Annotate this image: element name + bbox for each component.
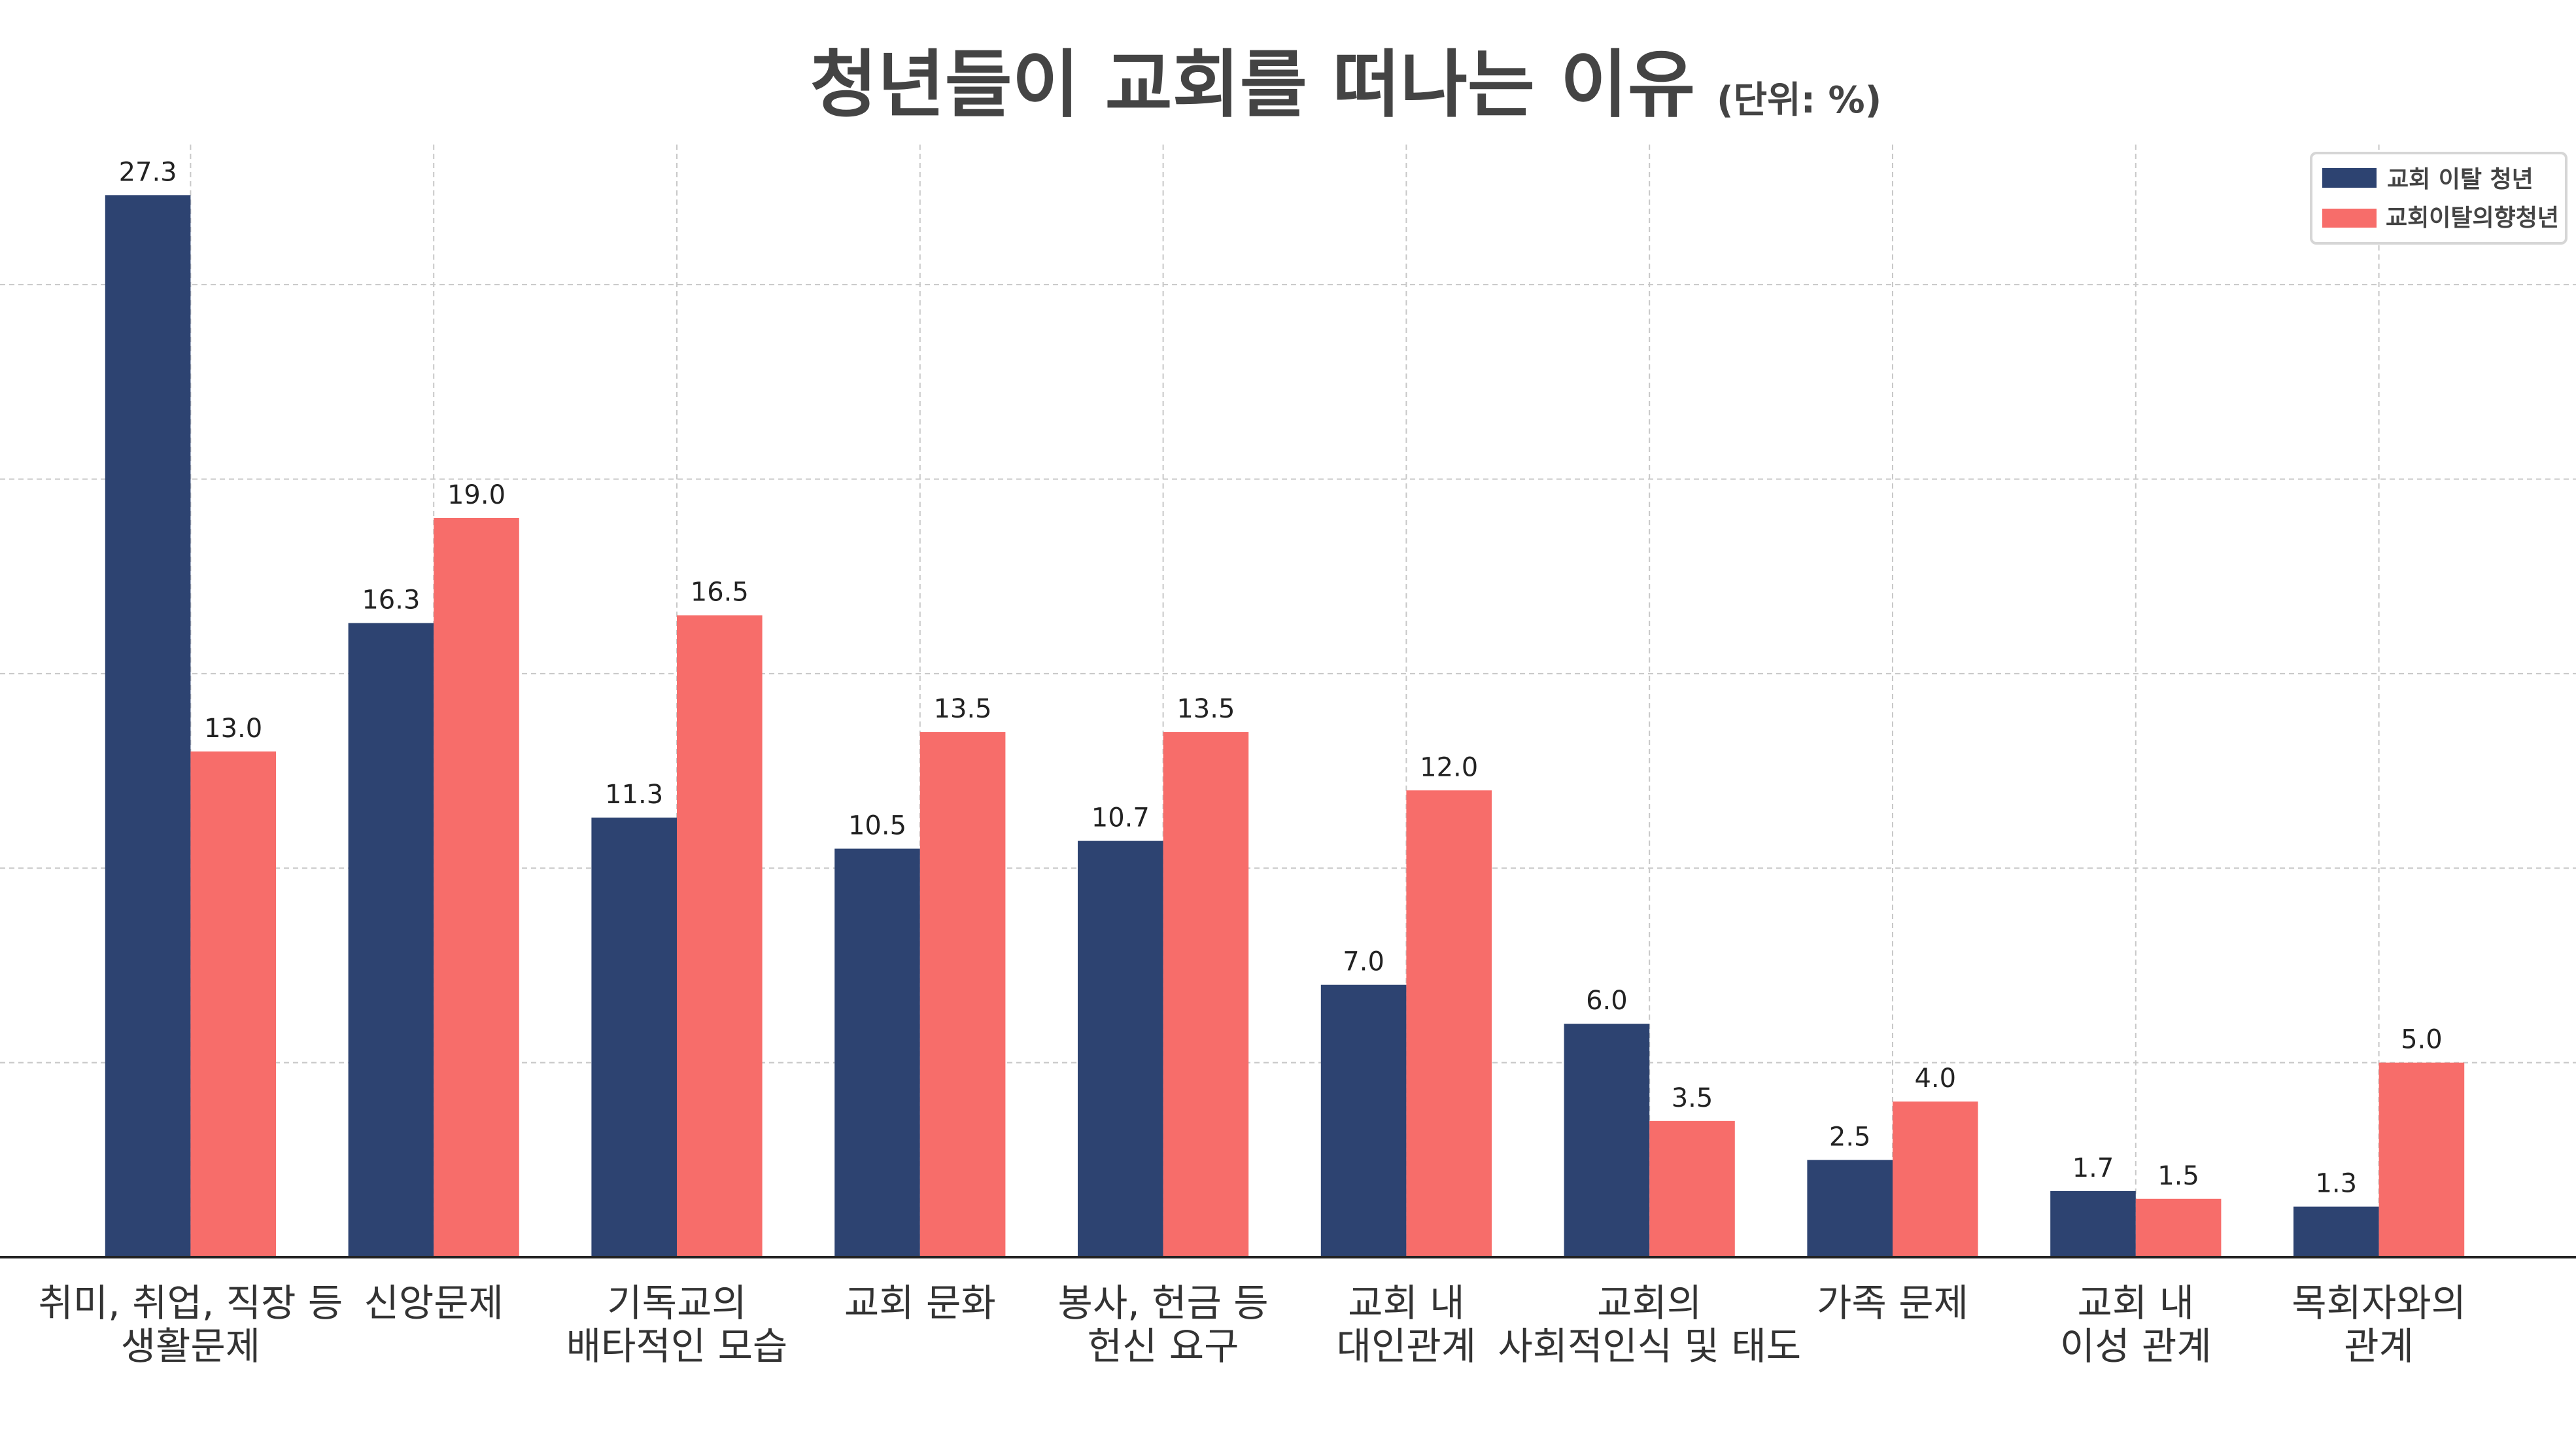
chart-subtitle: (단위: %) bbox=[1717, 79, 1881, 122]
bars bbox=[105, 195, 2465, 1258]
bar-right-series bbox=[434, 517, 519, 1257]
value-label: 3.5 bbox=[1672, 1083, 1713, 1113]
value-label: 11.3 bbox=[605, 780, 663, 810]
bar-left-series bbox=[1320, 984, 1407, 1257]
bar-left-series bbox=[2293, 1206, 2379, 1257]
legend-label-series-2: 교회이탈의향청년 bbox=[2386, 205, 2559, 232]
category-label: 기독교의 배타적인 모습 bbox=[566, 1281, 788, 1368]
bar-right-series bbox=[677, 615, 763, 1257]
bar-left-series bbox=[2050, 1190, 2136, 1257]
bar-left-series bbox=[105, 195, 191, 1258]
bar-right-series bbox=[1406, 790, 1492, 1257]
bar-left-series bbox=[1807, 1160, 1893, 1257]
category-label: 교회 내 대인관계 bbox=[1337, 1281, 1476, 1368]
legend-label-series-1: 교회 이탈 청년 bbox=[2387, 166, 2533, 193]
value-label: 13.5 bbox=[934, 694, 992, 724]
value-label: 4.0 bbox=[1914, 1064, 1956, 1094]
value-label: 10.5 bbox=[848, 811, 906, 841]
chart-title: 청년들이 교회를 떠나는 이유 bbox=[810, 43, 1695, 128]
bar-right-series bbox=[190, 751, 276, 1257]
value-label: 27.3 bbox=[119, 157, 177, 187]
bar-left-series bbox=[1078, 841, 1163, 1257]
value-label: 2.5 bbox=[1829, 1122, 1871, 1152]
category-labels: 취미, 취업, 직장 등 생활문제 신앙문제 기독교의 배타적인 모습 교회 문화 봉사, … bbox=[39, 1281, 2466, 1368]
value-label: 12.0 bbox=[1420, 752, 1478, 782]
category-label: 가족 문제 bbox=[1817, 1281, 1968, 1325]
bar-right-series bbox=[1649, 1120, 1735, 1257]
value-label: 16.5 bbox=[691, 578, 749, 608]
category-label: 목회자와의 관계 bbox=[2292, 1281, 2466, 1368]
value-labels: 27.3 13.0 16.3 19.0 11.3 16.5 10.5 13.5 10.7 13.5… bbox=[119, 157, 2443, 1198]
category-label: 교회 내 이성 관계 bbox=[2060, 1281, 2212, 1368]
value-label: 7.0 bbox=[1343, 947, 1384, 977]
value-label: 1.7 bbox=[2072, 1153, 2114, 1183]
legend: 교회 이탈 청년 교회이탈의향청년 bbox=[2310, 152, 2567, 245]
bar-right-series bbox=[2379, 1062, 2465, 1257]
value-label: 1.3 bbox=[2315, 1169, 2357, 1199]
bar-left-series bbox=[834, 848, 920, 1257]
bar-left-series bbox=[591, 817, 677, 1257]
value-label: 19.0 bbox=[447, 480, 506, 510]
bar-right-series bbox=[1893, 1101, 1978, 1257]
category-label: 봉사, 헌금 등 헌신 요구 bbox=[1058, 1281, 1269, 1368]
legend-swatch-series-2 bbox=[2322, 209, 2377, 228]
value-label: 13.0 bbox=[204, 714, 262, 744]
category-label: 교회의 사회적인식 및 태도 bbox=[1498, 1281, 1801, 1368]
legend-swatch-series-1 bbox=[2322, 168, 2377, 188]
value-label: 1.5 bbox=[2157, 1161, 2199, 1191]
value-label: 5.0 bbox=[2401, 1025, 2443, 1055]
bar-right-series bbox=[1163, 732, 1249, 1257]
bar-left-series bbox=[1564, 1024, 1650, 1257]
value-label: 16.3 bbox=[362, 585, 420, 615]
value-label: 13.5 bbox=[1176, 694, 1235, 724]
bar-left-series bbox=[348, 623, 434, 1257]
category-label: 교회 문화 bbox=[844, 1281, 996, 1325]
value-label: 6.0 bbox=[1586, 986, 1628, 1016]
category-label: 신앙문제 bbox=[364, 1281, 503, 1325]
value-label: 10.7 bbox=[1091, 803, 1150, 833]
category-label: 취미, 취업, 직장 등 생활문제 bbox=[39, 1281, 343, 1368]
bar-right-series bbox=[919, 732, 1006, 1257]
bar-right-series bbox=[2135, 1198, 2222, 1257]
